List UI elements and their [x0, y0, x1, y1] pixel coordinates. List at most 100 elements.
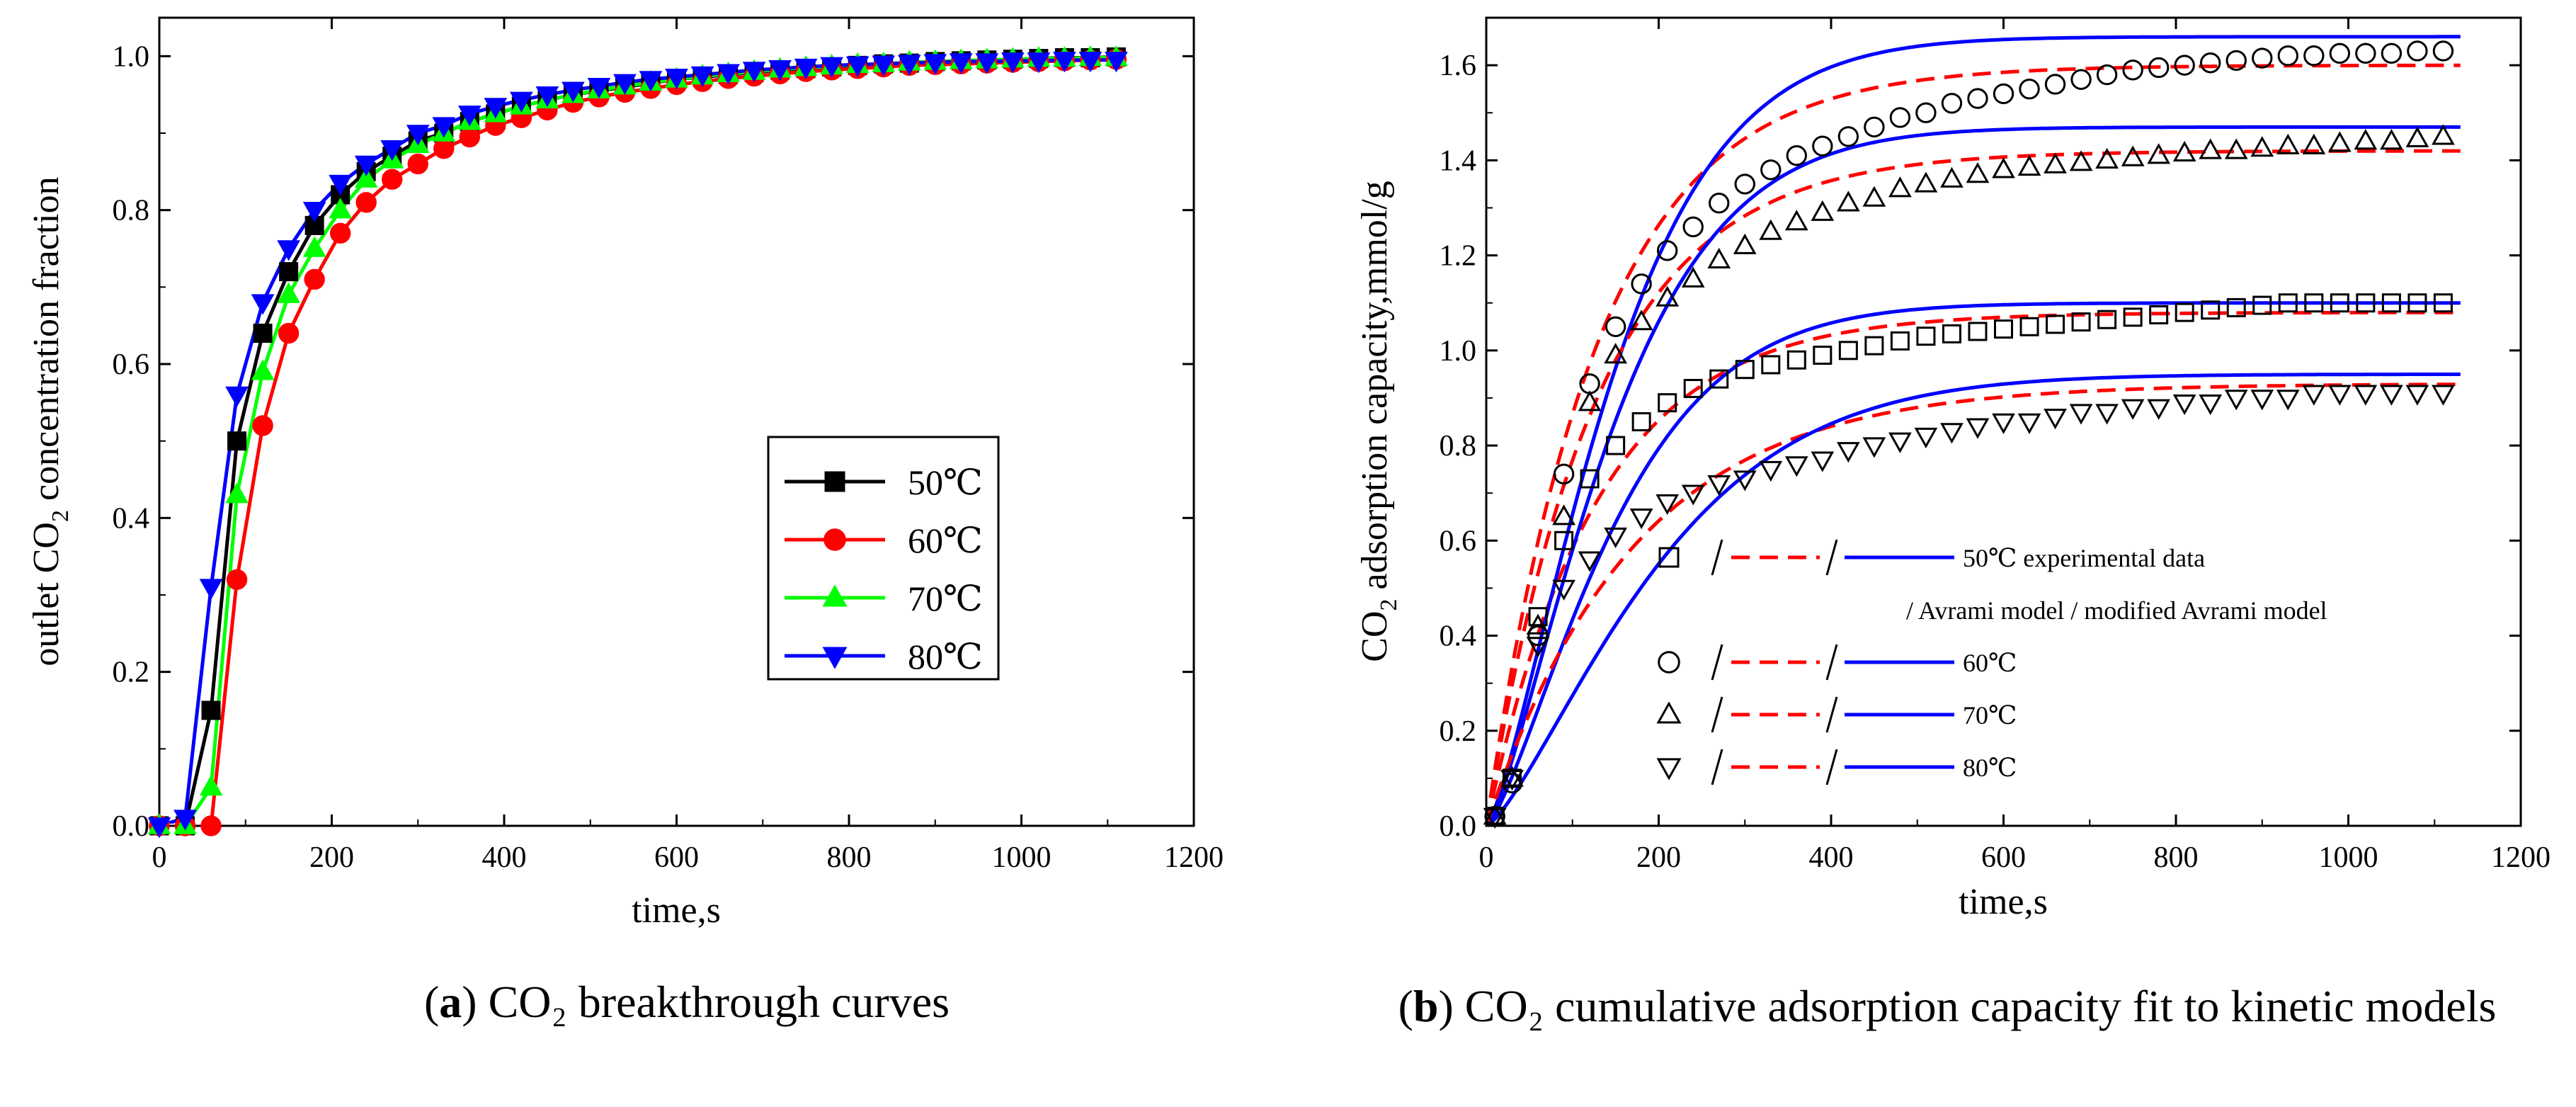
- data-point-b-0: [1631, 412, 1651, 431]
- caption-b-text: CO₂ cumulative adsorption capacity fit t…: [1464, 981, 2497, 1031]
- data-point-b-0: [2097, 310, 2117, 329]
- data-point-b-3: [1578, 551, 1602, 572]
- a-x-tick-label: 1200: [1164, 841, 1224, 874]
- data-point-b-3: [1681, 484, 1705, 506]
- data-point-b-1: [1656, 240, 1678, 261]
- data-point-b-1: [2329, 42, 2351, 64]
- b-y-tick-label: 0.6: [1440, 525, 1477, 557]
- data-point-a-1: [329, 222, 351, 244]
- legend-b-row1-text: 50℃ experimental data: [1963, 544, 2205, 572]
- data-point-a-2: [225, 482, 249, 504]
- data-point-b-3: [2172, 394, 2196, 416]
- data-point-b-2: [2405, 126, 2429, 147]
- data-point-b-0: [1786, 350, 1806, 370]
- data-point-b-1: [2355, 42, 2376, 64]
- data-point-a-1: [355, 192, 377, 213]
- a-y-tick-label: 0.0: [113, 810, 150, 843]
- data-point-b-3: [2199, 394, 2223, 416]
- data-point-b-0: [2252, 295, 2272, 315]
- data-point-b-2: [1707, 247, 1731, 268]
- data-point-b-3: [2380, 385, 2403, 406]
- legend-a-label-2: 70℃: [908, 579, 983, 618]
- data-point-a-1: [407, 153, 428, 175]
- data-point-b-1: [2277, 45, 2298, 67]
- data-point-a-3: [147, 817, 171, 839]
- y-axis-label-a: outlet CO2 concentration fraction: [26, 176, 74, 666]
- data-point-b-0: [1942, 324, 1961, 344]
- data-point-a-2: [329, 198, 353, 219]
- data-point-a-3: [742, 62, 766, 83]
- data-point-a-3: [406, 125, 430, 146]
- legend-box-a: [767, 436, 1000, 681]
- data-point-b-1: [1553, 463, 1575, 485]
- data-point-a-0: [253, 324, 273, 344]
- data-point-b-1: [1709, 193, 1730, 214]
- data-point-b-2: [1759, 219, 1783, 240]
- data-point-a-3: [432, 117, 456, 138]
- data-point-a-3: [302, 201, 326, 223]
- legend-a-marker-1: [823, 528, 846, 551]
- data-point-b-1: [2200, 52, 2221, 74]
- data-point-b-1: [2096, 64, 2118, 86]
- data-point-b-2: [1629, 310, 1653, 331]
- data-point-a-3: [665, 68, 688, 90]
- data-point-a-3: [794, 58, 818, 80]
- data-point-b-3: [2121, 399, 2145, 420]
- data-point-b-3: [2017, 413, 2041, 434]
- data-point-b-2: [1733, 233, 1757, 254]
- caption-b: (b) CO₂ cumulative adsorption capacity f…: [1398, 981, 2497, 1031]
- data-point-b-2: [1966, 162, 1990, 183]
- legend-b-slash: [1825, 644, 1838, 681]
- data-point-a-3: [173, 810, 197, 831]
- a-x-tick-label: 1000: [992, 841, 1052, 874]
- legend-a-label-3: 80℃: [908, 637, 983, 676]
- b-x-tick-label: 1000: [2319, 841, 2378, 874]
- a-y-tick-label: 0.2: [113, 657, 150, 689]
- chart-b: 0 200 400 600 800 1000 1200 0.0 0.2 0.4 0.6 0.8 1.0 1…: [1355, 16, 2551, 922]
- a-x-tick-label: 400: [482, 841, 527, 874]
- data-point-b-0: [2226, 297, 2246, 317]
- data-point-b-0: [2304, 293, 2324, 313]
- a-y-tick-label: 1.0: [113, 40, 150, 73]
- data-point-a-3: [457, 106, 481, 127]
- b-x-tick-label: 0: [1479, 841, 1494, 874]
- data-point-a-3: [897, 55, 921, 76]
- data-point-a-2: [354, 166, 378, 188]
- data-point-b-3: [1940, 423, 1964, 444]
- x-axis-label-a: time,s: [632, 890, 721, 931]
- data-point-b-3: [1888, 432, 1912, 453]
- data-point-b-2: [2121, 145, 2145, 166]
- data-point-b-0: [1554, 530, 1574, 550]
- data-point-b-1: [2122, 59, 2143, 81]
- a-x-tick-label: 0: [152, 841, 167, 874]
- data-point-a-3: [1053, 52, 1076, 73]
- data-point-b-1: [2019, 78, 2040, 100]
- a-y-tick-label: 0.8: [113, 195, 150, 227]
- modified-avrami-curve-0: [1488, 301, 2461, 824]
- data-point-a-1: [382, 169, 403, 190]
- caption-b-label: b: [1413, 981, 1439, 1031]
- data-point-b-2: [2044, 152, 2067, 174]
- data-point-b-0: [2278, 293, 2298, 313]
- data-point-b-0: [1735, 360, 1755, 380]
- b-y-tick-label: 0.2: [1440, 715, 1477, 748]
- legend-b-slash: [1711, 539, 1723, 576]
- legend-b-marker-2: [1656, 701, 1682, 724]
- data-point-b-3: [2224, 390, 2248, 411]
- legend-b-marker-1: [1658, 651, 1680, 674]
- data-point-b-3: [2095, 404, 2119, 425]
- data-point-b-0: [1658, 393, 1677, 413]
- data-point-b-1: [2044, 74, 2066, 95]
- data-point-a-0: [201, 700, 221, 720]
- data-point-a-2: [251, 359, 275, 380]
- data-point-b-3: [2250, 390, 2274, 411]
- data-point-b-3: [2432, 385, 2455, 406]
- data-point-b-3: [1655, 494, 1680, 516]
- data-point-a-3: [1105, 52, 1128, 73]
- data-point-b-1: [1941, 93, 1963, 114]
- data-point-b-1: [1837, 126, 1859, 147]
- avrami-curve-1: [1488, 63, 2461, 824]
- data-point-b-3: [1966, 418, 1990, 439]
- modified-avrami-curve-2: [1488, 125, 2461, 824]
- data-point-a-1: [252, 415, 273, 436]
